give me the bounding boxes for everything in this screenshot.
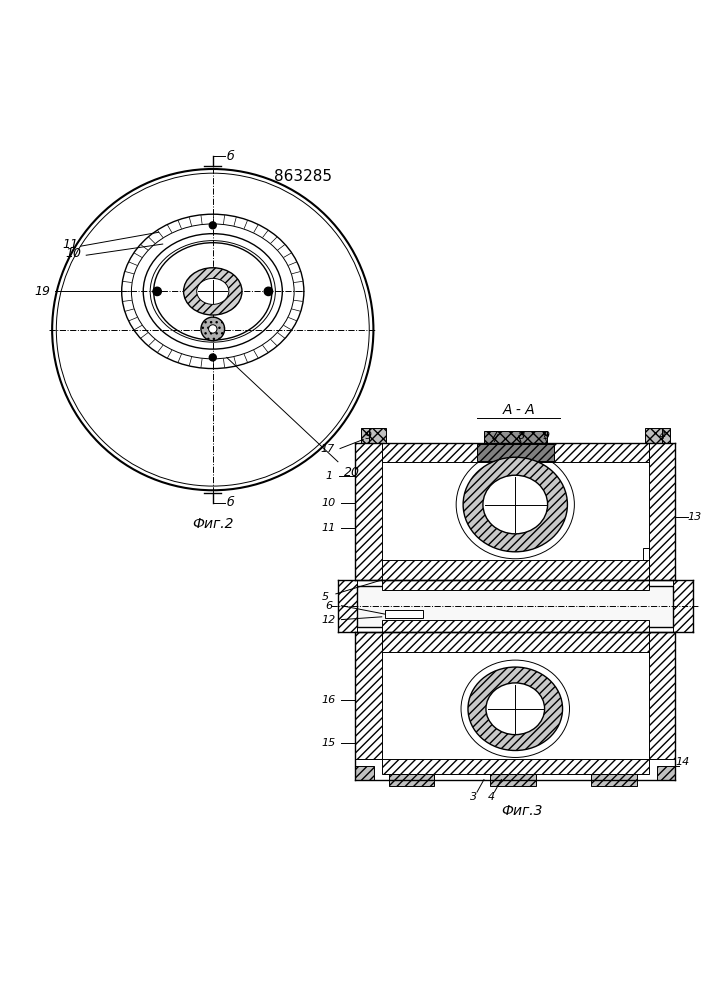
Bar [645, 428, 670, 443]
Bar [382, 620, 649, 632]
Text: 4: 4 [487, 792, 494, 802]
Bar [591, 774, 637, 786]
Ellipse shape [486, 683, 544, 735]
Text: 9: 9 [365, 431, 372, 441]
Bar [385, 610, 423, 618]
Bar [382, 580, 649, 590]
Text: Фиг.3: Фиг.3 [501, 804, 543, 818]
Text: 13: 13 [687, 512, 702, 522]
Text: 15: 15 [322, 738, 336, 748]
Bar [382, 560, 649, 580]
Text: 5: 5 [322, 592, 329, 602]
Bar [358, 586, 673, 627]
Ellipse shape [463, 457, 568, 552]
Bar [356, 632, 382, 759]
Text: 6: 6 [325, 601, 332, 611]
Bar [484, 431, 547, 443]
Ellipse shape [197, 278, 229, 304]
Text: A - A: A - A [503, 403, 535, 417]
Ellipse shape [483, 475, 548, 534]
Text: 10: 10 [322, 498, 336, 508]
Bar [382, 462, 649, 560]
Circle shape [209, 222, 216, 229]
Text: 3: 3 [470, 792, 477, 802]
Bar [657, 766, 675, 780]
Bar [356, 443, 382, 580]
Ellipse shape [209, 325, 217, 333]
Text: 14: 14 [675, 757, 689, 767]
Ellipse shape [184, 268, 242, 315]
Text: б: б [226, 150, 234, 163]
Text: 16: 16 [322, 695, 336, 705]
Bar [649, 632, 675, 759]
Bar [382, 443, 649, 462]
Text: 8: 8 [518, 431, 525, 441]
Text: 863285: 863285 [274, 169, 332, 184]
Text: 9: 9 [543, 431, 550, 441]
Circle shape [153, 287, 161, 296]
Bar [643, 548, 649, 560]
Bar [338, 580, 358, 632]
Text: 1: 1 [325, 471, 332, 481]
Ellipse shape [201, 317, 225, 341]
Bar [477, 444, 554, 461]
Circle shape [209, 354, 216, 361]
Text: б: б [226, 496, 234, 509]
Text: 4: 4 [658, 431, 665, 441]
Text: 11: 11 [322, 523, 336, 533]
Bar [490, 774, 535, 786]
Bar [382, 632, 649, 652]
Bar [382, 652, 649, 759]
Text: 20: 20 [344, 466, 360, 479]
Bar [673, 580, 693, 632]
Text: 10: 10 [66, 247, 82, 260]
Circle shape [264, 287, 273, 296]
Text: Фиг.2: Фиг.2 [192, 517, 233, 531]
Text: 11: 11 [62, 238, 78, 251]
Bar [361, 428, 385, 443]
Bar [649, 443, 675, 580]
Text: 19: 19 [35, 285, 50, 298]
Text: 7: 7 [491, 431, 498, 441]
Text: 12: 12 [322, 615, 336, 625]
Bar [389, 774, 434, 786]
Bar [356, 766, 374, 780]
Ellipse shape [468, 667, 563, 751]
Bar [382, 759, 649, 774]
Text: 17: 17 [320, 444, 334, 454]
